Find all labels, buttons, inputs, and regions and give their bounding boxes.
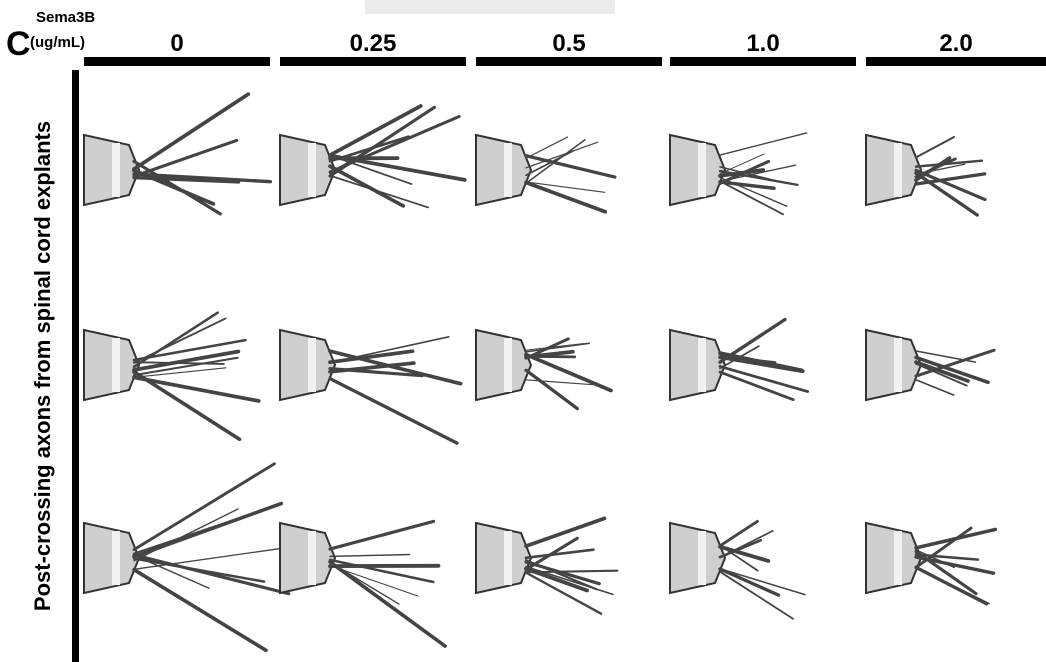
floor-plate [894,531,902,585]
floor-plate [308,531,316,585]
floor-plate [894,143,902,197]
floor-plate [112,531,120,585]
floor-plate [698,338,706,392]
floor-plate [894,338,902,392]
figure-panel: C Sema3B (ug/mL) Post-crossing axons fro… [0,0,1046,662]
floor-plate [504,143,512,197]
column-header: 1.0 [746,30,779,57]
row-label: Post-crossing axons from spinal cord exp… [30,121,55,611]
unit-label: (ug/mL) [30,34,85,51]
floor-plate [504,338,512,392]
floor-plate [504,531,512,585]
column-bar [670,57,856,66]
column-header: 0.25 [350,30,397,57]
floor-plate [308,143,316,197]
factor-label: Sema3B [36,9,95,26]
row-bar [72,70,79,662]
column-bar [866,57,1046,66]
previous-panel-edge [365,0,615,14]
column-bar [476,57,662,66]
floor-plate [698,531,706,585]
floor-plate [112,143,120,197]
column-header: 0.5 [552,30,585,57]
floor-plate [308,338,316,392]
floor-plate [698,143,706,197]
column-bar [84,57,270,66]
column-header: 0 [170,30,183,57]
panel-label: C [6,25,31,63]
column-bar [280,57,466,66]
floor-plate [112,338,120,392]
column-header: 2.0 [939,30,972,57]
